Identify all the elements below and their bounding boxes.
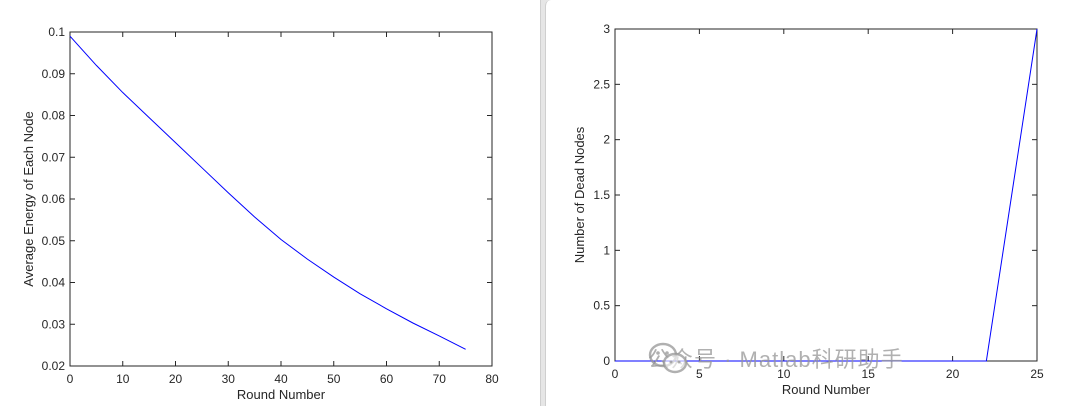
y-tick-label: 0.5: [593, 299, 610, 313]
series-line: [615, 28, 1038, 362]
x-tick-label: 25: [1030, 367, 1044, 381]
x-tick-label: 10: [777, 367, 791, 381]
y-tick-label: 0.03: [42, 317, 66, 331]
y-tick-label: 3: [603, 22, 610, 36]
x-tick-label: 10: [116, 372, 130, 386]
right-figure-window: 0 5 10 15 20 25 0 0.5 1 1.5 2 2.5 3 Round Number Numbe…: [545, 0, 1080, 406]
x-tick-label: 30: [222, 372, 236, 386]
y-tick-label: 0.02: [42, 359, 66, 373]
y-axis-label: Average Energy of Each Node: [21, 111, 36, 286]
x-tick-label: 15: [862, 367, 876, 381]
x-tick-label: 50: [327, 372, 341, 386]
x-tick-label: 70: [433, 372, 447, 386]
plot-area: [69, 31, 493, 367]
x-axis-label: Round Number: [782, 382, 871, 397]
y-tick-label: 0.1: [48, 25, 65, 39]
x-tick-label: 5: [696, 367, 703, 381]
left-figure-window: 0 10 20 30 40 50 60 70 80 0.02 0.03 0.04 0.05 0.06 0.0…: [0, 0, 541, 406]
series-line: [69, 35, 466, 350]
x-tick-label: 40: [274, 372, 288, 386]
x-axis-label: Round Number: [237, 387, 326, 402]
energy-chart: 0 10 20 30 40 50 60 70 80 0.02 0.03 0.04 0.05 0.06 0.0…: [21, 25, 499, 402]
y-tick-label: 0: [603, 354, 610, 368]
y-tick-label: 0.07: [42, 150, 66, 164]
y-tick-label: 0.08: [42, 109, 66, 123]
y-tick-label: 1.5: [593, 188, 610, 202]
plot-area: [614, 28, 1038, 362]
watermark: 公众号 · Matlab科研助手: [648, 342, 904, 374]
y-tick-label: 0.05: [42, 234, 66, 248]
y-tick-label: 0.09: [42, 67, 66, 81]
x-tick-label: 20: [946, 367, 960, 381]
x-tick-label: 80: [485, 372, 499, 386]
y-tick-label: 2.5: [593, 77, 610, 91]
y-tick-label: 0.06: [42, 192, 66, 206]
wechat-icon: [648, 342, 688, 374]
x-tick-label: 60: [380, 372, 394, 386]
x-tick-label: 0: [67, 372, 74, 386]
y-tick-label: 0.04: [42, 276, 66, 290]
y-tick-label: 2: [603, 133, 610, 147]
dead-nodes-chart: 0 5 10 15 20 25 0 0.5 1 1.5 2 2.5 3 Round Number Numbe…: [572, 22, 1044, 397]
x-tick-label: 0: [612, 367, 619, 381]
y-axis-label: Number of Dead Nodes: [572, 126, 587, 263]
watermark-text: 公众号 · Matlab科研助手: [648, 347, 904, 372]
x-tick-label: 20: [169, 372, 183, 386]
y-tick-label: 1: [603, 243, 610, 257]
